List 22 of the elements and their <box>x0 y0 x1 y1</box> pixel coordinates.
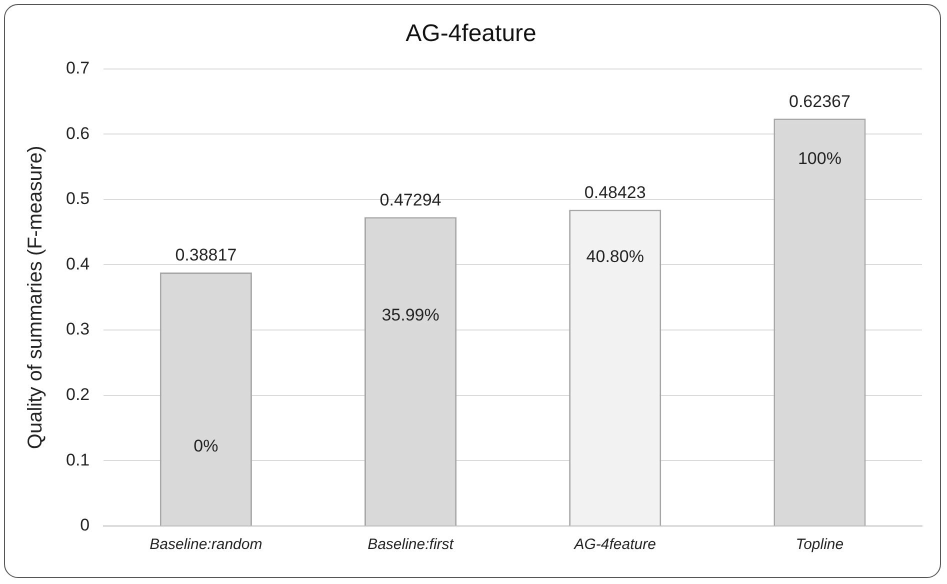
y-tick-label: 0.5 <box>66 189 90 208</box>
chart-title: AG-4feature <box>406 20 536 48</box>
x-tick-label: Topline <box>796 536 844 554</box>
y-tick-label: 0.1 <box>66 450 90 470</box>
y-tick-label: 0.6 <box>66 124 90 143</box>
annotation: 0% <box>194 436 218 456</box>
x-tick-label: AG-4feature <box>573 536 656 554</box>
annotation: 35.99% <box>382 305 440 324</box>
data-label: 0.48423 <box>584 182 646 202</box>
annotation: 40.80% <box>586 246 644 266</box>
data-label: 0.38817 <box>175 246 237 265</box>
data-label: 0.62367 <box>788 92 850 111</box>
y-tick-label: 0 <box>80 516 90 535</box>
y-axis-title: Quality of summaries (F-measure) <box>24 146 47 450</box>
data-label: 0.47294 <box>380 190 442 210</box>
annotation: 100% <box>798 149 842 168</box>
x-tick-label: Baseline:first <box>368 536 454 554</box>
y-tick-label: 0.4 <box>66 254 90 274</box>
y-tick-label: 0.7 <box>66 58 90 78</box>
y-tick-label: 0.3 <box>66 320 90 339</box>
x-tick-label: Baseline:random <box>150 536 262 554</box>
y-tick-label: 0.2 <box>66 385 90 404</box>
